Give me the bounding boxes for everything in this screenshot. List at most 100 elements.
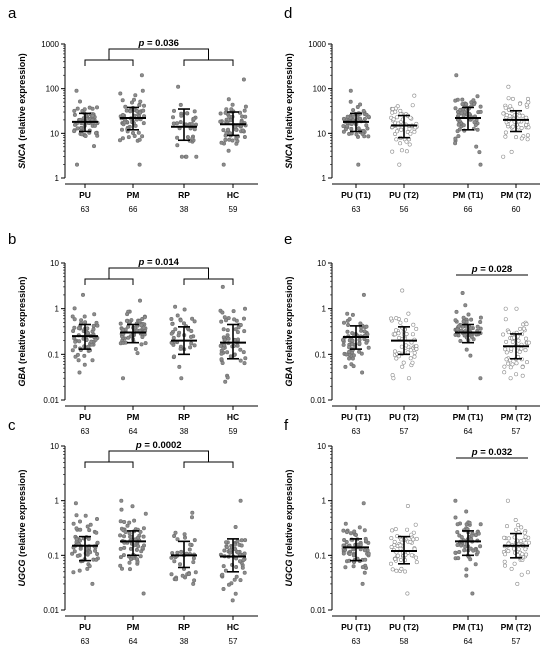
data-point (513, 527, 518, 532)
data-point (235, 343, 240, 348)
data-point (81, 292, 86, 297)
data-point (523, 534, 528, 539)
data-point (78, 99, 83, 104)
sample-size-label: 63 (81, 205, 90, 214)
p-value-text: = 0.014 (144, 257, 179, 268)
data-point (88, 522, 93, 527)
data-point (390, 528, 395, 533)
y-tick-label: 10 (50, 442, 59, 451)
data-point (454, 309, 459, 314)
panel-a: a 1 10 100 1000 SNCA (relative expression) PU 6… (8, 5, 258, 214)
x-category-label: PM (T2) (501, 412, 532, 422)
data-point (406, 376, 411, 381)
data-point (455, 542, 460, 547)
sample-size-label: 63 (81, 427, 90, 436)
data-point (524, 360, 529, 365)
data-point (521, 326, 526, 331)
data-point (504, 350, 509, 355)
data-point (79, 125, 84, 130)
data-point (366, 551, 371, 556)
data-point (411, 530, 416, 535)
data-point (130, 100, 135, 105)
data-point (127, 520, 132, 525)
data-point (362, 570, 367, 575)
data-point (516, 547, 521, 552)
sample-size-label: 57 (512, 637, 521, 646)
data-point (353, 532, 358, 537)
data-point (411, 537, 416, 542)
data-point (502, 364, 507, 369)
y-axis-gene: GBA (284, 367, 294, 387)
data-point (143, 511, 148, 516)
data-point (243, 104, 248, 109)
data-point (396, 331, 401, 336)
data-point (512, 561, 517, 566)
data-point (503, 130, 508, 135)
data-point (357, 337, 362, 342)
data-point (510, 96, 515, 101)
data-point (178, 346, 183, 351)
data-point (393, 527, 398, 532)
data-point (142, 103, 147, 108)
data-point (242, 361, 247, 366)
data-point (515, 581, 520, 586)
data-point (75, 106, 80, 111)
data-point (234, 574, 239, 579)
data-point (124, 108, 129, 113)
data-point (503, 347, 508, 352)
data-point (464, 509, 469, 514)
data-point (392, 332, 397, 337)
data-point (395, 553, 400, 558)
data-point (454, 73, 459, 78)
data-point (408, 348, 413, 353)
data-point (118, 563, 123, 568)
data-point (389, 536, 394, 541)
data-point (393, 556, 398, 561)
data-point (453, 332, 458, 337)
panel-letter: f (284, 417, 289, 434)
data-point (343, 364, 348, 369)
data-point (175, 121, 180, 126)
data-point (525, 133, 530, 138)
data-point (464, 573, 469, 578)
sample-size-label: 63 (352, 427, 361, 436)
data-point (120, 136, 125, 141)
data-point (139, 73, 144, 78)
data-point (139, 342, 144, 347)
data-point (78, 538, 83, 543)
data-point (241, 128, 246, 133)
data-point (123, 340, 128, 345)
data-point (225, 328, 230, 333)
data-point (172, 108, 177, 113)
data-point (134, 547, 139, 552)
data-point (506, 361, 511, 366)
panel-d: d 1 10 100 1000 SNCA (relative expression) PU … (284, 5, 540, 214)
data-point (78, 527, 83, 532)
data-point (126, 135, 131, 140)
significance-bracket (84, 450, 234, 468)
sample-size-label: 38 (180, 205, 189, 214)
data-point (393, 328, 398, 333)
data-point (189, 334, 194, 339)
data-point (83, 320, 88, 325)
y-axis-unit: (relative expression) (17, 276, 27, 366)
data-point (242, 329, 247, 334)
data-point (503, 317, 508, 322)
data-point (404, 139, 409, 144)
panel-c: c 0.01 0.1 1 10 UGCG (relative expression) PU 6… (8, 417, 258, 646)
y-axis-gene: SNCA (17, 143, 27, 169)
data-point (74, 88, 79, 93)
data-point (77, 568, 82, 573)
data-point (138, 554, 143, 559)
data-point (224, 540, 229, 545)
y-tick-label: 1000 (41, 40, 59, 49)
p-value-label: p = 0.036 (138, 38, 179, 49)
data-point (462, 548, 467, 553)
data-point (79, 132, 84, 137)
data-point (95, 540, 100, 545)
y-tick-label: 0.1 (315, 350, 327, 359)
data-point (463, 303, 468, 308)
data-point (179, 549, 184, 554)
data-point (414, 326, 419, 331)
